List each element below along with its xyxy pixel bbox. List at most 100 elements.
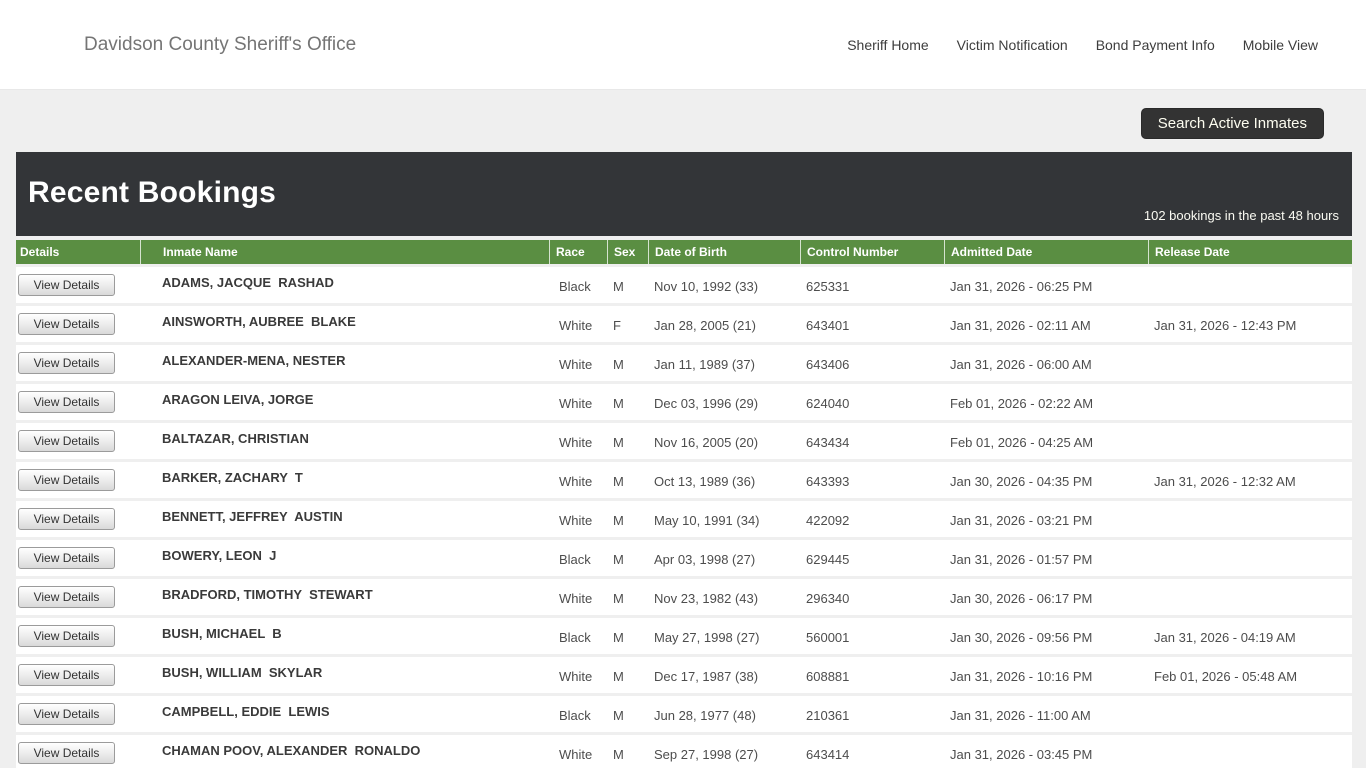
nav-link-bond-payment-info[interactable]: Bond Payment Info (1095, 36, 1215, 53)
search-row: Search Active Inmates (0, 108, 1324, 139)
view-details-button[interactable]: View Details (18, 469, 115, 491)
admitted-date-cell: Jan 31, 2026 - 03:21 PM (950, 513, 1093, 528)
table-row: View Details CAMPBELL, EDDIE LEWIS Black… (16, 696, 1352, 732)
details-cell: View Details (16, 540, 140, 576)
column-header-release-date: Release Date (1148, 240, 1352, 264)
view-details-button[interactable]: View Details (18, 352, 115, 374)
race-cell: White (559, 357, 593, 372)
sex-cell: M (613, 474, 624, 489)
release-date-cell (1148, 696, 1352, 732)
view-details-button[interactable]: View Details (18, 625, 115, 647)
release-date-cell (1148, 423, 1352, 459)
control-number-cell: 422092 (806, 513, 850, 528)
inmate-name-cell: BALTAZAR, CHRISTIAN (162, 431, 309, 446)
release-date-cell (1148, 267, 1352, 303)
inmate-name-cell: BRADFORD, TIMOTHY STEWART (162, 587, 373, 602)
date-of-birth-cell: May 10, 1991 (34) (654, 513, 760, 528)
admitted-date-cell: Jan 30, 2026 - 06:17 PM (950, 591, 1093, 606)
table-row: View Details BUSH, MICHAEL B Black M May… (16, 618, 1352, 654)
date-of-birth-cell: Nov 10, 1992 (33) (654, 279, 759, 294)
release-date-cell: Jan 31, 2026 - 12:32 AM (1154, 474, 1296, 489)
release-date-cell (1148, 384, 1352, 420)
view-details-button[interactable]: View Details (18, 547, 115, 569)
race-cell: Black (559, 279, 591, 294)
table-row: View Details BENNETT, JEFFREY AUSTIN Whi… (16, 501, 1352, 537)
details-cell: View Details (16, 462, 140, 498)
view-details-button[interactable]: View Details (18, 742, 115, 764)
release-date-cell: Jan 31, 2026 - 04:19 AM (1154, 630, 1296, 645)
admitted-date-cell: Jan 30, 2026 - 09:56 PM (950, 630, 1093, 645)
nav-link-victim-notification[interactable]: Victim Notification (956, 36, 1068, 53)
main-content: Search Active Inmates Recent Bookings 10… (0, 90, 1366, 768)
details-cell: View Details (16, 657, 140, 693)
race-cell: White (559, 318, 593, 333)
control-number-cell: 560001 (806, 630, 850, 645)
bookings-header: Recent Bookings 102 bookings in the past… (16, 152, 1352, 236)
date-of-birth-cell: Nov 23, 1982 (43) (654, 591, 759, 606)
date-of-birth-cell: Jan 11, 1989 (37) (654, 357, 755, 372)
inmate-name-cell: CAMPBELL, EDDIE LEWIS (162, 704, 330, 719)
table-row: View Details BOWERY, LEON J Black M Apr … (16, 540, 1352, 576)
sex-cell: M (613, 435, 624, 450)
control-number-cell: 643434 (806, 435, 850, 450)
topbar: Davidson County Sheriff's Office Sheriff… (0, 0, 1366, 90)
admitted-date-cell: Jan 31, 2026 - 10:16 PM (950, 669, 1093, 684)
control-number-cell: 643401 (806, 318, 850, 333)
admitted-date-cell: Feb 01, 2026 - 02:22 AM (950, 396, 1094, 411)
inmate-name-cell: ARAGON LEIVA, JORGE (162, 392, 314, 407)
column-header-sex: Sex (607, 240, 648, 264)
sex-cell: M (613, 279, 624, 294)
race-cell: White (559, 747, 593, 762)
view-details-button[interactable]: View Details (18, 586, 115, 608)
date-of-birth-cell: Nov 16, 2005 (20) (654, 435, 759, 450)
nav-link-sheriff-home[interactable]: Sheriff Home (847, 36, 929, 53)
details-cell: View Details (16, 696, 140, 732)
admitted-date-cell: Jan 31, 2026 - 06:00 AM (950, 357, 1092, 372)
details-cell: View Details (16, 579, 140, 615)
view-details-button[interactable]: View Details (18, 703, 115, 725)
search-active-inmates-button[interactable]: Search Active Inmates (1140, 108, 1324, 139)
release-date-cell (1148, 501, 1352, 537)
table-row: View Details ARAGON LEIVA, JORGE White M… (16, 384, 1352, 420)
admitted-date-cell: Jan 31, 2026 - 02:11 AM (950, 318, 1091, 333)
view-details-button[interactable]: View Details (18, 313, 115, 335)
details-cell: View Details (16, 735, 140, 768)
column-header-control-number: Control Number (800, 240, 944, 264)
admitted-date-cell: Jan 31, 2026 - 11:00 AM (950, 708, 1091, 723)
details-cell: View Details (16, 267, 140, 303)
site-title: Davidson County Sheriff's Office (84, 33, 357, 55)
view-details-button[interactable]: View Details (18, 508, 115, 530)
admitted-date-cell: Jan 31, 2026 - 06:25 PM (950, 279, 1093, 294)
table-row: View Details BARKER, ZACHARY T White M O… (16, 462, 1352, 498)
admitted-date-cell: Jan 31, 2026 - 03:45 PM (950, 747, 1093, 762)
view-details-button[interactable]: View Details (18, 430, 115, 452)
admitted-date-cell: Jan 31, 2026 - 01:57 PM (950, 552, 1093, 567)
race-cell: Black (559, 630, 591, 645)
bookings-count-summary: 102 bookings in the past 48 hours (1143, 208, 1339, 223)
table-row: View Details CHAMAN POOV, ALEXANDER RONA… (16, 735, 1352, 768)
table-row: View Details BUSH, WILLIAM SKYLAR White … (16, 657, 1352, 693)
sex-cell: M (613, 669, 624, 684)
details-cell: View Details (16, 501, 140, 537)
details-cell: View Details (16, 618, 140, 654)
inmate-name-cell: BUSH, MICHAEL B (162, 626, 282, 641)
column-header-inmate-name: Inmate Name (140, 240, 549, 264)
table-body: View Details ADAMS, JACQUE RASHAD Black … (16, 267, 1352, 768)
view-details-button[interactable]: View Details (18, 664, 115, 686)
nav-link-mobile-view[interactable]: Mobile View (1242, 36, 1318, 53)
sex-cell: M (613, 357, 624, 372)
sex-cell: F (613, 318, 621, 333)
date-of-birth-cell: Dec 17, 1987 (38) (654, 669, 759, 684)
sex-cell: M (613, 708, 624, 723)
control-number-cell: 643414 (806, 747, 850, 762)
recent-bookings-panel: Recent Bookings 102 bookings in the past… (16, 152, 1352, 768)
table-row: View Details ALEXANDER-MENA, NESTER Whit… (16, 345, 1352, 381)
race-cell: White (559, 396, 593, 411)
page-title: Recent Bookings (28, 176, 277, 209)
view-details-button[interactable]: View Details (18, 391, 115, 413)
admitted-date-cell: Feb 01, 2026 - 04:25 AM (950, 435, 1094, 450)
view-details-button[interactable]: View Details (18, 274, 115, 296)
inmate-name-cell: CHAMAN POOV, ALEXANDER RONALDO (162, 743, 421, 758)
control-number-cell: 643393 (806, 474, 850, 489)
control-number-cell: 608881 (806, 669, 850, 684)
